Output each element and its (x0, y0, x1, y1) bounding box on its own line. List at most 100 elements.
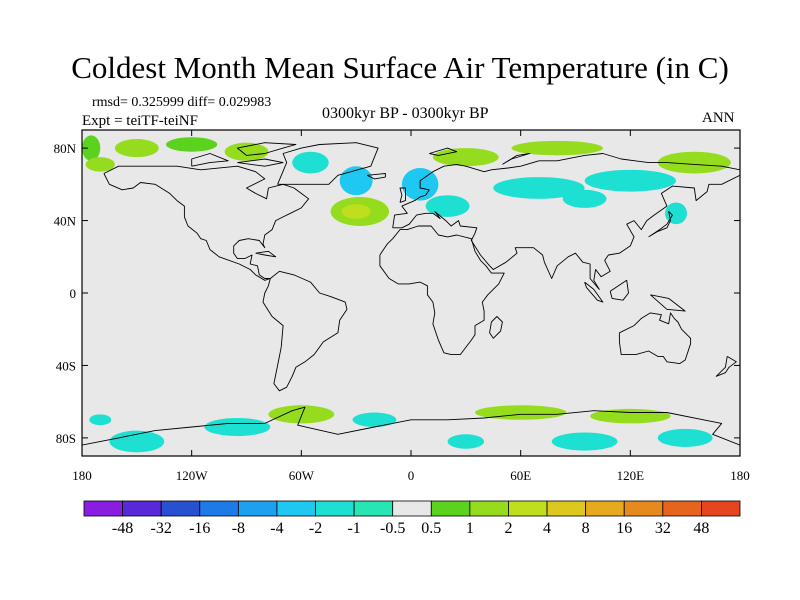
anomaly-patch (204, 417, 271, 437)
colorbar-label: -2 (309, 520, 322, 537)
coastline (262, 270, 348, 392)
lon-tick-label: 120E (617, 468, 645, 483)
coastline (618, 312, 692, 365)
latitude-axis: 80N 40N 0 40S 80S (54, 141, 740, 446)
anomaly-patch (224, 142, 269, 161)
anomaly-patch (114, 139, 159, 158)
coastline (277, 142, 379, 185)
lon-tick-label: 60W (289, 468, 315, 483)
period-label: 0300kyr BP - 0300kyr BP (322, 105, 489, 122)
colorbar-swatch (430, 500, 471, 517)
colorbar-label: 32 (655, 520, 671, 537)
anomaly-patch (341, 204, 371, 219)
anomaly-patch (166, 137, 218, 152)
colorbar-label: -48 (112, 520, 133, 537)
colorbar-label: -16 (189, 520, 210, 537)
anomaly-patch (425, 195, 470, 217)
colorbar-label: -8 (232, 520, 245, 537)
lon-tick-label: 180 (72, 468, 92, 483)
colorbar-swatch (546, 500, 587, 517)
coastline (429, 147, 458, 156)
coastline (584, 281, 604, 303)
anomaly-patch (339, 166, 373, 196)
map-title: Coldest Month Mean Surface Air Temperatu… (71, 50, 729, 85)
anomaly-patch (474, 405, 567, 420)
lon-tick-label: 120W (176, 468, 209, 483)
colorbar-swatch (701, 500, 741, 517)
lon-tick-label: 0 (408, 468, 415, 483)
anomaly-patch (432, 148, 499, 167)
coastline (255, 250, 277, 258)
lat-tick-label: 40N (54, 214, 77, 229)
colorbar-label: 4 (543, 520, 551, 537)
lat-tick-label: 80S (56, 431, 76, 446)
anomaly-patch (292, 151, 329, 174)
colorbar-swatch (237, 500, 278, 517)
lon-tick-label: 180 (730, 468, 750, 483)
colorbar-swatch (199, 500, 239, 517)
coastline (379, 225, 505, 356)
colorbar-swatch (585, 500, 625, 517)
colorbar-swatch (392, 500, 432, 517)
season-label: ANN (702, 110, 735, 126)
colorbar-swatch (469, 500, 509, 517)
longitude-axis: 180 120W 60W 0 60E 120E 180 (72, 130, 750, 483)
colorbar-swatch (160, 500, 201, 517)
anomaly-patch (493, 177, 585, 199)
anomaly-patch (665, 202, 687, 225)
anomaly-patch (352, 412, 397, 428)
anomaly-layer (82, 135, 731, 453)
anomaly-patch (657, 428, 713, 447)
coastline (609, 279, 629, 301)
lon-tick-label: 60E (510, 468, 531, 483)
colorbar-label: -0.5 (380, 520, 405, 537)
colorbar-swatch (83, 500, 123, 517)
coastline (236, 142, 297, 156)
anomaly-patch (89, 414, 112, 426)
anomaly-patch (657, 151, 731, 174)
lat-tick-label: 40S (56, 358, 76, 373)
colorbar-label: -1 (347, 520, 360, 537)
anomaly-patch (109, 430, 165, 453)
coastline (502, 153, 531, 165)
colorbar-swatch (508, 500, 548, 517)
coastline (82, 406, 740, 446)
lat-tick-label: 0 (70, 286, 77, 301)
anomaly-patch (551, 432, 618, 451)
anomaly-patch (268, 405, 335, 424)
colorbar-label: -4 (270, 520, 283, 537)
colorbar-swatch (662, 500, 702, 517)
colorbar-label: -32 (151, 520, 172, 537)
coastline (237, 158, 284, 167)
anomaly-patch (447, 434, 485, 449)
colorbar-swatch (276, 500, 316, 517)
anomaly-patch (511, 140, 603, 156)
anomaly-patch (82, 135, 101, 161)
colorbar-label: 8 (582, 520, 590, 537)
anomaly-patch (85, 157, 115, 172)
colorbar-swatch (122, 500, 162, 517)
lat-tick-label: 80N (54, 141, 77, 156)
stats-label: rmsd= 0.325999 diff= 0.029983 (92, 95, 272, 110)
colorbar-label: 1 (466, 520, 474, 537)
coastline (366, 173, 386, 180)
colorbar-label: 48 (693, 520, 709, 537)
colorbar-label: 0.5 (421, 520, 441, 537)
coastline (489, 316, 503, 339)
colorbar: -48 -32 -16 -8 -4 -2 -1 -0.5 0.5 1 2 4 8 16 32 48 (83, 500, 741, 537)
coastline (103, 165, 310, 281)
colorbar-label: 16 (616, 520, 632, 537)
colorbar-swatch (623, 500, 664, 517)
coastline (650, 294, 686, 312)
coastline-layer (82, 142, 740, 446)
colorbar-swatch (315, 500, 355, 517)
anomaly-patch (584, 169, 677, 192)
experiment-label: Expt = teiTF-teiNF (82, 113, 198, 129)
coastline (392, 153, 740, 290)
coastline (715, 356, 737, 377)
anomaly-patch (562, 189, 607, 208)
coastline (399, 187, 406, 203)
coastline (191, 153, 229, 167)
colorbar-swatch (353, 500, 394, 517)
